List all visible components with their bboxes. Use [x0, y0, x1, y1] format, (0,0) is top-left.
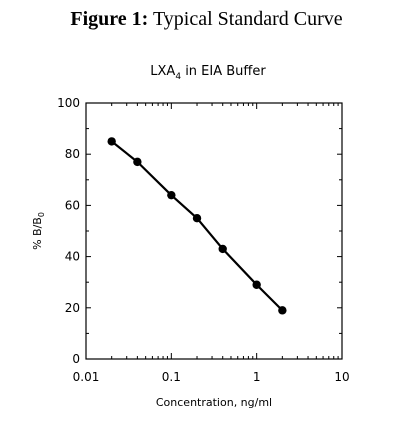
- chart-title: LXA4 in EIA Buffer: [150, 64, 266, 82]
- series-group: [107, 137, 287, 315]
- y-tick-label: 40: [65, 250, 80, 264]
- plot-frame: [85, 102, 343, 360]
- data-point: [107, 137, 116, 146]
- data-point: [133, 157, 142, 167]
- data-point: [167, 190, 176, 200]
- data-point: [218, 244, 227, 254]
- data-point: [278, 306, 287, 315]
- data-point: [252, 280, 261, 289]
- x-tick-label: 0.01: [73, 370, 100, 384]
- x-axis-label: Concentration, ng/ml: [156, 396, 272, 409]
- data-point: [192, 214, 202, 223]
- x-axis: 0.01 0.1 1 10: [73, 103, 350, 384]
- x-tick-label: 10: [334, 370, 349, 384]
- y-tick-label: 0: [72, 352, 80, 366]
- x-tick-label: 1: [253, 370, 261, 384]
- figure-label: Figure 1:: [70, 8, 149, 30]
- y-tick-label: 60: [65, 198, 80, 212]
- x-tick-label: 0.1: [162, 370, 181, 384]
- y-axis-label: % B/B0: [31, 212, 46, 250]
- figure-caption: Typical Standard Curve: [152, 8, 343, 30]
- y-axis: 0 20 40 60 80 100: [57, 96, 342, 366]
- y-tick-label: 80: [65, 147, 80, 161]
- y-tick-label: 100: [57, 96, 80, 110]
- y-tick-label: 20: [65, 301, 80, 315]
- figure-title: Figure 1: Typical Standard Curve: [0, 8, 413, 31]
